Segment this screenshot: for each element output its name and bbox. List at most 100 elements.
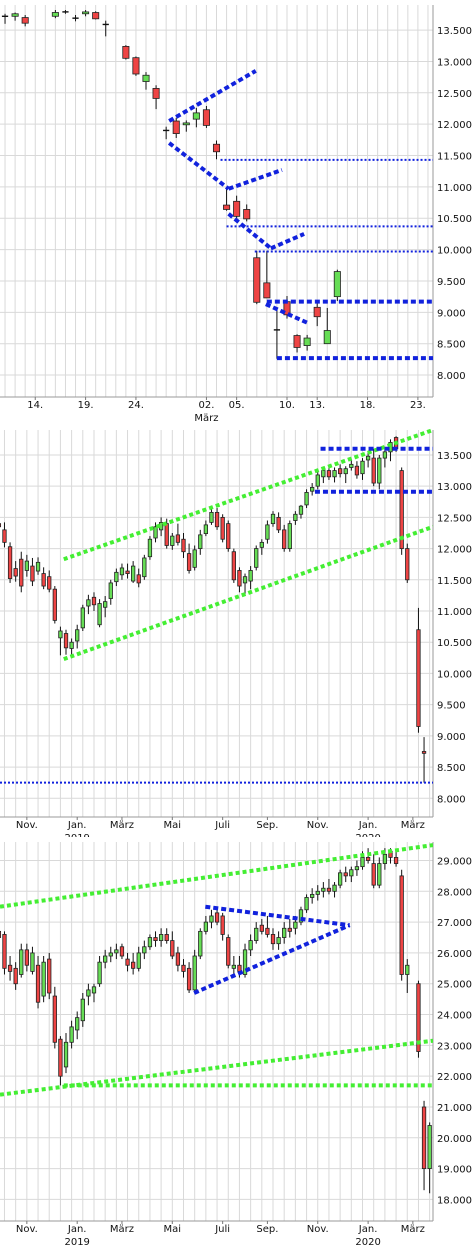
x-tick-label: Nov. [16, 1224, 38, 1235]
candle-body [226, 937, 231, 966]
candle [212, 140, 221, 160]
candle [421, 737, 427, 783]
candle-body [253, 257, 261, 303]
candle-body [265, 524, 270, 540]
candle-body [182, 122, 190, 126]
candle-body [315, 474, 320, 487]
y-tick-label: 8.000 [437, 794, 466, 805]
candle-body [354, 866, 360, 871]
candle [192, 949, 197, 993]
candle-body [377, 863, 382, 886]
candle-body [41, 961, 46, 997]
candle [377, 454, 382, 490]
x-tick-label: 19. [78, 400, 94, 411]
candle [270, 511, 276, 527]
candle-body [293, 335, 301, 348]
candle-body [181, 964, 186, 972]
candle [354, 461, 360, 479]
candle [97, 599, 102, 628]
candle-body [349, 463, 354, 468]
candle [103, 596, 108, 618]
x-tick-label: 18. [360, 400, 376, 411]
candle-body [198, 534, 203, 549]
x-tick-label: 10. [279, 400, 295, 411]
x-axis-labels: Nov. Jan. 2019 März Mai Juli Sep. Nov. Jan. 2020 M… [16, 817, 425, 837]
candle [0, 930, 2, 938]
candle-body [35, 964, 41, 1003]
candle [158, 928, 164, 947]
candle [181, 959, 186, 978]
candle [1, 13, 9, 24]
candle-body [231, 964, 236, 969]
candle [132, 56, 140, 76]
candle [19, 551, 24, 593]
candle [163, 126, 170, 140]
candle [315, 471, 320, 490]
y-tick-label: 10.500 [437, 638, 472, 649]
candle [131, 952, 136, 975]
candle-body [209, 915, 214, 923]
candle-body [354, 465, 360, 476]
candle-body [58, 630, 63, 639]
candle [192, 545, 197, 571]
candle [326, 878, 332, 895]
candle-body [214, 511, 220, 528]
candle [223, 187, 231, 211]
candle-body [287, 927, 292, 932]
candle [58, 626, 63, 656]
candle-body [2, 934, 7, 969]
candle [237, 567, 242, 593]
candle-body [209, 511, 214, 523]
candle [304, 894, 309, 913]
y-tick-label: 9.500 [437, 277, 466, 288]
candle [360, 458, 365, 480]
x-tick-label: Jan. [358, 820, 378, 831]
candle [310, 888, 315, 904]
candle [287, 520, 292, 552]
candle [119, 563, 125, 580]
x-tick-label: Jan. [358, 1224, 378, 1235]
candle-body [170, 535, 175, 546]
y-tick-label: 9.000 [437, 732, 466, 743]
candle [147, 536, 153, 560]
candle [13, 962, 18, 990]
green-trend-line [0, 843, 433, 909]
candle-body [108, 952, 113, 957]
candle [298, 906, 304, 926]
candle [248, 566, 253, 590]
candle-body [19, 949, 24, 975]
candle [243, 204, 251, 222]
candle [338, 869, 343, 889]
candle [125, 952, 130, 972]
candle-body [220, 915, 225, 935]
y-tick-label: 23.000 [437, 1041, 472, 1052]
candle [303, 334, 311, 351]
candle-body [2, 529, 7, 543]
candle [332, 467, 337, 483]
candle-body [108, 582, 113, 599]
candle-body [315, 890, 320, 895]
candle [254, 545, 259, 571]
candle [92, 11, 100, 20]
candle [259, 919, 264, 935]
candle [103, 949, 108, 969]
candle-body [223, 204, 231, 210]
chart-2-candlestick: 8.000 8.500 9.000 9.500 10.000 10.500 11.000 11… [0, 428, 472, 837]
candle-body [47, 958, 52, 994]
x-tick-label: Nov. [307, 820, 329, 831]
candle [52, 986, 57, 1049]
candle [259, 539, 264, 555]
candle [2, 931, 7, 975]
candle-body [310, 487, 315, 492]
candle-body [382, 451, 388, 459]
x-tick-label: Juli [214, 1224, 230, 1235]
candle-body [186, 553, 192, 571]
candle [220, 514, 225, 543]
x-tick-sublabel: März [194, 413, 218, 424]
candle-body [220, 516, 225, 540]
candle-body [170, 940, 175, 957]
candle [310, 483, 315, 496]
candle [270, 928, 276, 950]
candle [19, 943, 24, 978]
candle-body [338, 872, 343, 886]
